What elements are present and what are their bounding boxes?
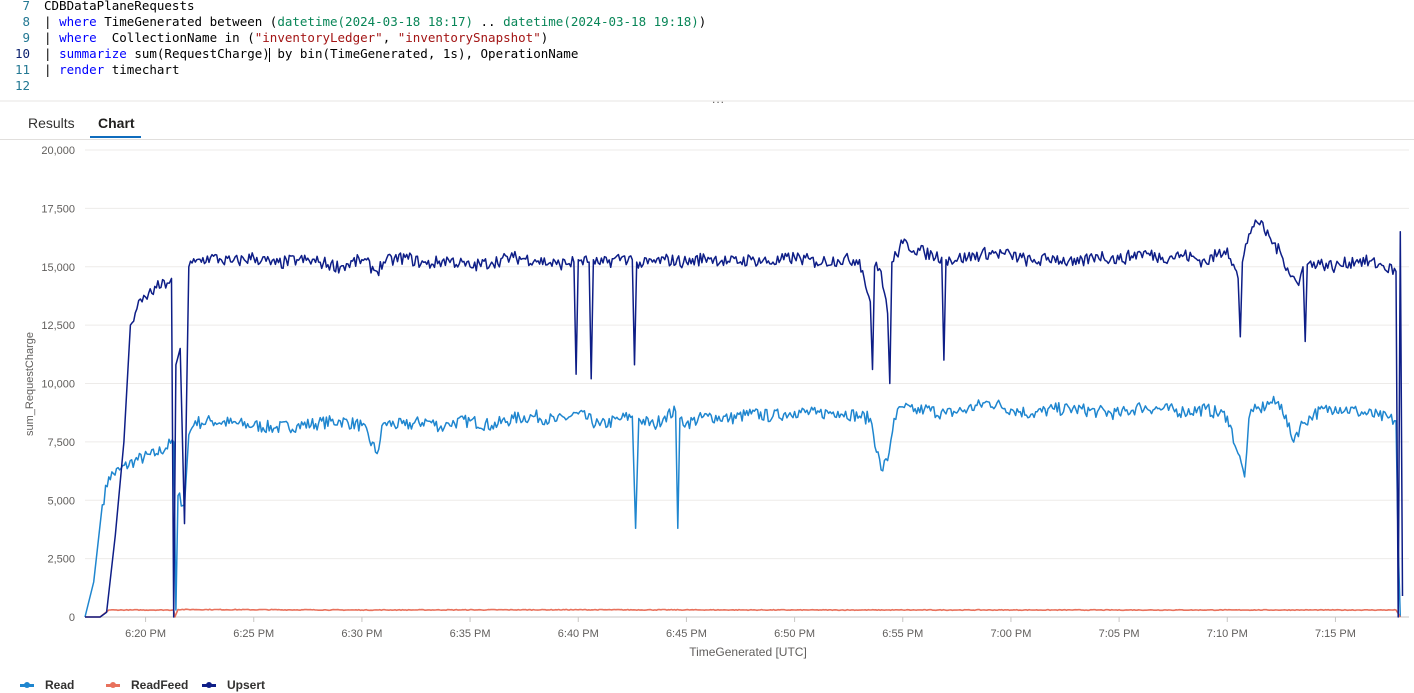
x-tick-label: 6:35 PM xyxy=(450,628,491,640)
result-tabs: Results Chart xyxy=(0,108,1414,140)
x-tick-label: 6:40 PM xyxy=(558,628,599,640)
code-token: CollectionName in ( xyxy=(96,30,255,45)
x-tick-label: 6:50 PM xyxy=(774,628,815,640)
code-token: | xyxy=(44,46,60,61)
code-line[interactable]: 7 CDBDataPlaneRequests xyxy=(0,0,1414,14)
code-token: timechart xyxy=(104,62,180,77)
line-number: 11 xyxy=(14,62,30,77)
query-editor[interactable]: 7 CDBDataPlaneRequests 8 | where TimeGenera… xyxy=(0,0,1414,100)
code-text[interactable]: | render timechart xyxy=(44,62,179,78)
code-token: summarize xyxy=(59,46,127,61)
code-token: ) xyxy=(540,30,549,45)
y-tick-label: 5,000 xyxy=(47,495,75,507)
legend-label: ReadFeed xyxy=(131,678,189,692)
y-tick-label: 17,500 xyxy=(41,203,75,215)
code-line[interactable]: 9 | where CollectionName in ("inventoryLe… xyxy=(0,30,1414,46)
y-tick-label: 0 xyxy=(69,612,75,624)
code-text[interactable]: | where CollectionName in ("inventoryLed… xyxy=(44,30,548,46)
y-tick-label: 10,000 xyxy=(41,379,75,391)
chart-series xyxy=(84,219,1404,618)
y-tick-label: 15,000 xyxy=(41,262,75,274)
code-token: render xyxy=(59,62,105,77)
code-token: "inventoryLedger" xyxy=(254,30,383,45)
chart-grid xyxy=(85,149,1409,618)
x-tick-label: 7:00 PM xyxy=(990,628,1031,640)
line-number: 8 xyxy=(22,14,30,29)
code-token: CDBDataPlaneRequests xyxy=(44,0,195,13)
legend-label: Upsert xyxy=(227,678,266,692)
series-line-readfeed[interactable] xyxy=(85,608,1401,618)
splitter-handle-icon[interactable]: ... xyxy=(712,92,726,106)
x-tick-label: 6:25 PM xyxy=(233,628,274,640)
code-token: | xyxy=(44,14,60,29)
code-token: TimeGenerated between ( xyxy=(96,14,278,29)
legend-dot-icon xyxy=(110,682,116,688)
pane-splitter[interactable] xyxy=(0,100,1414,102)
line-number: 10 xyxy=(14,46,30,61)
code-token: | xyxy=(44,62,60,77)
line-number: 7 xyxy=(22,0,30,13)
timechart[interactable]: 0 2,500 5,000 7,500 10,000 12,500 15,000 17,500… xyxy=(0,141,1414,671)
y-tick-label: 12,500 xyxy=(41,320,75,332)
code-text[interactable]: | where TimeGenerated between (datetime(… xyxy=(44,14,706,30)
x-tick-label: 6:30 PM xyxy=(341,628,382,640)
series-line-upsert[interactable] xyxy=(85,219,1404,618)
code-token: where xyxy=(59,30,97,45)
legend-dot-icon xyxy=(24,682,30,688)
y-tick-label: 20,000 xyxy=(41,145,75,157)
code-token: .. xyxy=(473,14,504,29)
code-line[interactable]: 8 | where TimeGenerated between (datetime… xyxy=(0,14,1414,30)
x-axis-label: TimeGenerated [UTC] xyxy=(689,645,807,659)
legend-dot-icon xyxy=(206,682,212,688)
x-tick-label: 7:10 PM xyxy=(1207,628,1248,640)
tab-divider xyxy=(0,139,1414,140)
code-token: by bin(TimeGenerated, 1s), OperationName xyxy=(269,46,579,61)
y-tick-label: 7,500 xyxy=(47,437,75,449)
x-tick-label: 6:55 PM xyxy=(882,628,923,640)
code-text[interactable]: CDBDataPlaneRequests xyxy=(44,0,195,14)
y-axis-ticks: 0 2,500 5,000 7,500 10,000 12,500 15,000 17,500… xyxy=(41,145,75,624)
code-token: | xyxy=(44,30,60,45)
tab-results[interactable]: Results xyxy=(28,115,75,131)
tab-chart[interactable]: Chart xyxy=(98,115,135,131)
code-token: datetime(2024-03-18 18:17) xyxy=(277,14,473,29)
x-axis-ticks: 6:20 PM 6:25 PM 6:30 PM 6:35 PM 6:40 PM 6:45 … xyxy=(125,617,1356,640)
code-token: , xyxy=(382,30,398,45)
code-line[interactable]: 10 | summarize sum(RequestCharge) by bin(… xyxy=(0,46,1414,62)
code-line[interactable]: 12 xyxy=(0,78,1414,94)
x-tick-label: 6:20 PM xyxy=(125,628,166,640)
code-text[interactable]: | summarize sum(RequestCharge) by bin(Ti… xyxy=(44,46,578,62)
active-tab-indicator xyxy=(90,136,141,138)
code-token: ) xyxy=(698,14,707,29)
x-tick-label: 7:15 PM xyxy=(1315,628,1356,640)
line-number: 12 xyxy=(14,78,30,93)
y-tick-label: 2,500 xyxy=(47,554,75,566)
line-number: 9 xyxy=(22,30,30,45)
code-line[interactable]: 11 | render timechart xyxy=(0,62,1414,78)
code-token: sum(RequestCharge) xyxy=(126,46,270,61)
code-token: datetime(2024-03-18 19:18) xyxy=(503,14,699,29)
series-line-read[interactable] xyxy=(84,395,1402,618)
code-token: "inventorySnapshot" xyxy=(397,30,541,45)
x-tick-label: 7:05 PM xyxy=(1099,628,1140,640)
text-cursor xyxy=(268,47,270,62)
code-token: where xyxy=(59,14,97,29)
legend-label: Read xyxy=(45,678,75,692)
x-tick-label: 6:45 PM xyxy=(666,628,707,640)
y-axis-label: sum_RequestCharge xyxy=(24,332,36,436)
